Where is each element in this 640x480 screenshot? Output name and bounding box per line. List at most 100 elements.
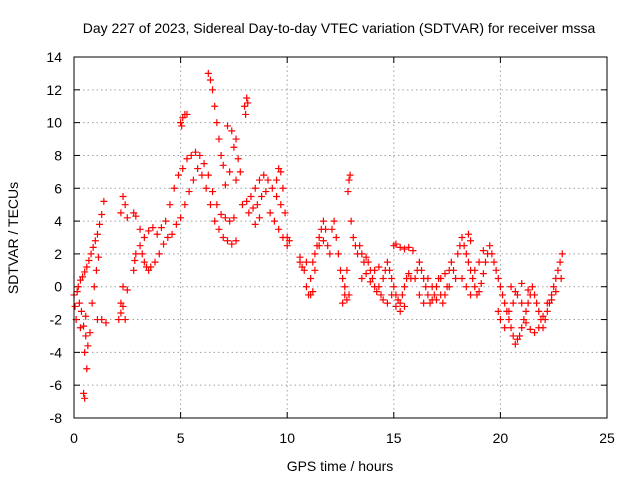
data-point xyxy=(322,225,330,233)
data-point xyxy=(215,225,223,233)
y-tick-label: -4 xyxy=(50,344,63,360)
data-point xyxy=(73,288,81,296)
x-tick-label: 20 xyxy=(493,430,509,446)
data-point xyxy=(164,234,172,241)
x-axis-label: GPS time / hours xyxy=(287,458,394,474)
data-point xyxy=(138,250,146,258)
data-point xyxy=(462,250,470,258)
data-point xyxy=(185,188,193,196)
data-point xyxy=(217,151,225,159)
data-point xyxy=(507,324,515,332)
data-point xyxy=(140,234,148,241)
data-point xyxy=(117,309,125,317)
data-point xyxy=(371,266,379,274)
data-point xyxy=(328,225,336,233)
data-point xyxy=(379,275,387,283)
data-point xyxy=(518,299,526,307)
data-point xyxy=(390,283,398,291)
data-point xyxy=(471,266,479,274)
data-point xyxy=(535,324,543,332)
data-point xyxy=(505,307,513,315)
data-point xyxy=(230,143,238,151)
data-point xyxy=(262,188,270,196)
data-point xyxy=(464,230,472,238)
data-point xyxy=(311,266,319,274)
data-point xyxy=(266,209,274,217)
data-point xyxy=(86,329,94,337)
data-point xyxy=(326,250,334,258)
data-point xyxy=(411,275,419,283)
data-point xyxy=(496,316,504,324)
data-point xyxy=(319,217,327,225)
data-point xyxy=(344,188,352,196)
data-point xyxy=(181,201,189,209)
data-point xyxy=(471,283,479,291)
data-point xyxy=(377,291,385,299)
data-point xyxy=(172,220,180,228)
data-point xyxy=(273,192,281,200)
data-point xyxy=(539,312,547,320)
data-point xyxy=(475,258,483,266)
data-point xyxy=(273,176,281,184)
data-point xyxy=(93,230,101,238)
data-point xyxy=(102,319,110,327)
data-point xyxy=(445,283,453,291)
data-point xyxy=(460,242,468,250)
data-point xyxy=(441,291,449,299)
data-point xyxy=(557,275,565,283)
data-point xyxy=(155,250,163,258)
data-point xyxy=(87,250,95,258)
data-point xyxy=(151,258,159,266)
data-point xyxy=(213,119,221,127)
data-point xyxy=(330,217,338,225)
data-point xyxy=(494,275,502,283)
data-point xyxy=(166,201,174,209)
data-point xyxy=(121,316,129,324)
data-point xyxy=(132,250,140,258)
data-point xyxy=(145,227,153,235)
data-point xyxy=(226,217,234,225)
data-point xyxy=(98,211,106,219)
data-point xyxy=(200,160,208,168)
data-point xyxy=(511,340,519,348)
data-point xyxy=(467,291,475,299)
data-point xyxy=(375,283,383,291)
data-point xyxy=(533,299,541,307)
data-point xyxy=(531,291,539,299)
data-point xyxy=(228,127,236,135)
data-point xyxy=(279,184,287,192)
data-point xyxy=(221,181,229,189)
data-point xyxy=(221,214,229,222)
data-point xyxy=(526,325,534,333)
data-point xyxy=(245,209,253,217)
data-point xyxy=(211,102,219,110)
data-point xyxy=(242,110,250,118)
y-tick-label: 0 xyxy=(54,279,62,295)
data-point xyxy=(535,307,543,315)
x-tick-label: 10 xyxy=(279,430,295,446)
data-point xyxy=(490,258,498,266)
data-point xyxy=(275,225,283,233)
data-point xyxy=(366,278,374,286)
data-point xyxy=(501,324,509,332)
data-point xyxy=(77,307,85,315)
data-point xyxy=(388,275,396,283)
data-point xyxy=(364,258,372,266)
data-point xyxy=(236,168,244,176)
data-point xyxy=(418,266,426,274)
data-point xyxy=(548,296,556,304)
data-point xyxy=(268,184,276,192)
data-point xyxy=(441,270,449,278)
data-point xyxy=(522,319,530,327)
data-point xyxy=(247,192,255,200)
data-point xyxy=(396,299,404,307)
data-point xyxy=(311,250,319,258)
data-point xyxy=(467,237,475,245)
data-point xyxy=(479,247,487,255)
y-tick-label: -8 xyxy=(50,410,63,426)
data-point xyxy=(481,258,489,266)
data-point xyxy=(95,253,103,261)
data-point xyxy=(409,247,417,255)
data-point xyxy=(341,283,349,291)
data-point xyxy=(90,283,98,291)
